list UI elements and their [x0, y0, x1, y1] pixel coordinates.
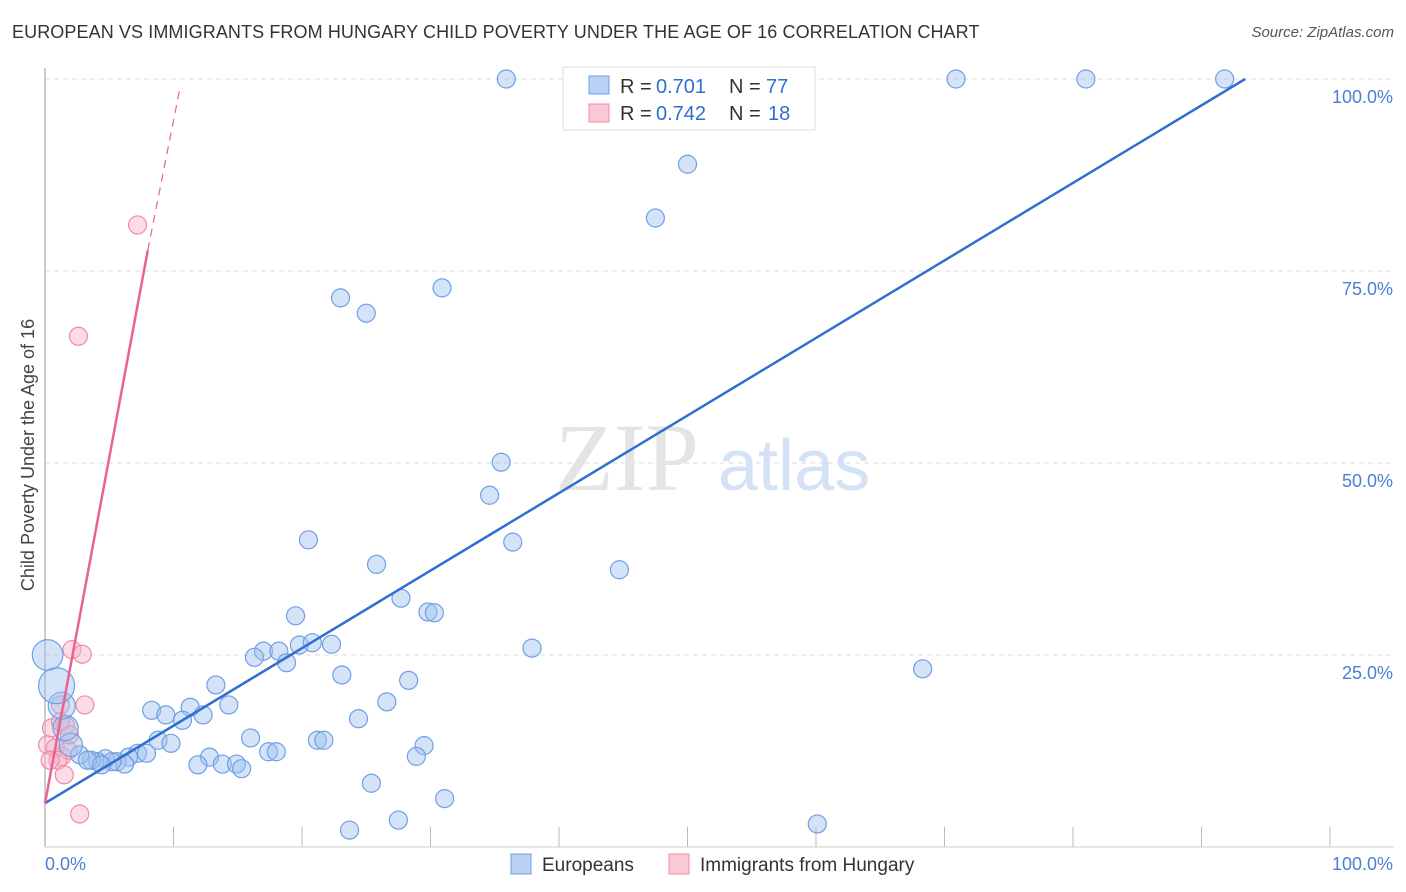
point-europeans — [406, 746, 426, 766]
point-europeans — [361, 773, 381, 793]
y-tick-label: 100.0% — [1332, 87, 1393, 107]
point-europeans — [496, 69, 516, 89]
watermark-zip: ZIP — [555, 404, 699, 511]
point-europeans — [432, 278, 452, 298]
point-europeans — [232, 759, 252, 779]
point-europeans — [156, 705, 176, 725]
legend-r-label-0: R = — [620, 76, 652, 98]
point-europeans — [332, 665, 352, 685]
point-europeans — [219, 695, 239, 715]
point-europeans — [424, 603, 444, 623]
point-hungary — [40, 750, 60, 770]
point-europeans — [285, 606, 306, 626]
point-europeans — [206, 675, 226, 695]
legend-swatch-europeans — [588, 75, 610, 95]
bottom-legend: Europeans Immigrants from Hungary — [510, 853, 915, 876]
point-europeans — [307, 730, 328, 750]
point-europeans — [677, 154, 698, 174]
bottom-legend-hungary: Immigrants from Hungary — [700, 855, 915, 876]
bottom-legend-swatch-hungary — [668, 853, 690, 875]
trend-line-hungary — [43, 250, 150, 804]
point-europeans — [946, 69, 966, 89]
bottom-legend-swatch-europeans — [510, 853, 532, 875]
point-hungary — [59, 725, 80, 745]
point-hungary — [70, 804, 90, 824]
chart-title: EUROPEAN VS IMMIGRANTS FROM HUNGARY CHIL… — [12, 22, 980, 42]
point-europeans — [388, 810, 408, 830]
point-europeans — [339, 820, 360, 840]
point-hungary — [75, 695, 95, 715]
point-europeans — [142, 700, 162, 720]
point-europeans — [913, 659, 933, 679]
point-europeans — [356, 303, 376, 323]
x-ticks — [173, 827, 1331, 847]
point-europeans — [1215, 69, 1235, 89]
gridlines — [45, 78, 1394, 656]
point-hungary — [72, 644, 92, 664]
point-hungary — [127, 215, 148, 235]
point-europeans — [244, 647, 265, 667]
trend-line-europeans — [44, 77, 1246, 805]
point-europeans — [241, 728, 261, 748]
point-hungary — [68, 326, 89, 346]
point-europeans — [58, 732, 83, 758]
point-europeans — [348, 709, 369, 729]
point-europeans — [609, 560, 629, 580]
trend-line-hungary-extension — [147, 88, 181, 251]
point-europeans — [414, 736, 434, 756]
point-europeans — [807, 814, 827, 834]
legend-n-label-0: N = — [729, 76, 761, 98]
point-europeans — [269, 641, 289, 661]
point-europeans — [480, 485, 500, 505]
point-europeans — [258, 742, 279, 762]
point-europeans — [314, 730, 334, 750]
watermark-atlas: atlas — [718, 426, 870, 506]
chart-source: Source: ZipAtlas.com — [1251, 24, 1394, 41]
y-tick-label: 75.0% — [1342, 279, 1393, 299]
y-tick-label: 50.0% — [1342, 471, 1393, 491]
x-tick-label-max: 100.0% — [1332, 854, 1393, 874]
point-europeans — [645, 208, 665, 228]
y-tick-labels: 25.0% 50.0% 75.0% 100.0% — [1332, 87, 1393, 683]
point-europeans — [1076, 69, 1096, 89]
y-axis-label: Child Poverty Under the Age of 16 — [18, 319, 38, 591]
point-europeans — [77, 750, 98, 770]
point-europeans — [491, 452, 511, 472]
point-europeans — [321, 634, 342, 654]
point-europeans — [266, 742, 286, 762]
x-tick-label-min: 0.0% — [45, 854, 86, 874]
legend-r-label-1: R = — [620, 103, 652, 125]
axes — [44, 68, 1394, 848]
point-europeans — [522, 638, 542, 658]
bottom-legend-europeans: Europeans — [542, 855, 634, 876]
legend-n-value-0: 77 — [766, 76, 788, 98]
point-europeans — [188, 755, 208, 775]
point-europeans — [136, 743, 157, 763]
legend-n-label-1: N = — [729, 103, 761, 125]
point-europeans — [418, 602, 438, 622]
point-europeans — [212, 754, 232, 774]
y-tick-label: 25.0% — [1342, 663, 1393, 683]
point-europeans — [330, 288, 351, 308]
legend-swatch-hungary — [588, 103, 610, 123]
point-europeans — [435, 789, 455, 809]
point-europeans — [503, 532, 523, 552]
point-europeans — [298, 530, 319, 550]
legend-r-value-0: 0.701 — [656, 76, 706, 98]
point-europeans — [377, 692, 397, 712]
point-europeans — [366, 554, 387, 574]
point-europeans — [31, 639, 64, 671]
legend-r-value-1: 0.742 — [656, 103, 706, 125]
point-europeans — [399, 670, 419, 690]
watermark: ZIP atlas — [555, 404, 870, 511]
point-europeans — [161, 733, 181, 753]
stats-legend: R = 0.701 N = 77 R = 0.742 N = 18 — [562, 66, 816, 131]
trend-lines — [43, 77, 1246, 805]
legend-n-value-1: 18 — [768, 103, 790, 125]
point-hungary — [54, 765, 74, 785]
